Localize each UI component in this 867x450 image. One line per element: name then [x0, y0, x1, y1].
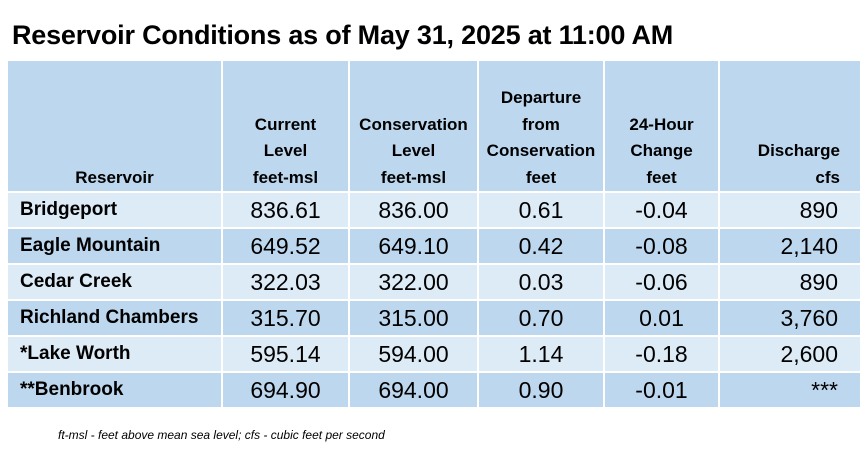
reservoir-name: **Benbrook [8, 372, 223, 409]
table-row: **Benbrook 694.90 694.00 0.90 -0.01 *** [8, 372, 860, 409]
change-value: -0.18 [604, 336, 720, 373]
page-title: Reservoir Conditions as of May 31, 2025 … [12, 20, 674, 50]
table-row: *Lake Worth 595.14 594.00 1.14 -0.18 2,6… [8, 336, 860, 373]
change-value: -0.08 [604, 228, 720, 265]
header-row: Reservoir Current Level feet-msl Conserv… [8, 61, 860, 193]
header-discharge: Discharge cfs [719, 61, 860, 193]
departure-value: 0.61 [478, 192, 605, 229]
departure-value: 1.14 [478, 336, 605, 373]
discharge-value: *** [719, 372, 860, 409]
header-current-level: Current Level feet-msl [222, 61, 350, 193]
header-departure: Departure from Conservation feet [478, 61, 605, 193]
current-level: 836.61 [222, 192, 350, 229]
discharge-value: 2,600 [719, 336, 860, 373]
table-row: Richland Chambers 315.70 315.00 0.70 0.0… [8, 300, 860, 337]
current-level: 649.52 [222, 228, 350, 265]
conservation-level: 649.10 [349, 228, 479, 265]
change-value: -0.06 [604, 264, 720, 301]
header-conservation-level: Conservation Level feet-msl [349, 61, 479, 193]
current-level: 315.70 [222, 300, 350, 337]
departure-value: 0.90 [478, 372, 605, 409]
reservoir-name: Cedar Creek [8, 264, 223, 301]
departure-value: 0.42 [478, 228, 605, 265]
conservation-level: 836.00 [349, 192, 479, 229]
header-24-hour-change: 24-Hour Change feet [604, 61, 720, 193]
change-value: 0.01 [604, 300, 720, 337]
change-value: -0.01 [604, 372, 720, 409]
discharge-value: 3,760 [719, 300, 860, 337]
discharge-value: 890 [719, 192, 860, 229]
current-level: 322.03 [222, 264, 350, 301]
table-row: Cedar Creek 322.03 322.00 0.03 -0.06 890 [8, 264, 860, 301]
conservation-level: 322.00 [349, 264, 479, 301]
change-value: -0.04 [604, 192, 720, 229]
conservation-level: 594.00 [349, 336, 479, 373]
departure-value: 0.03 [478, 264, 605, 301]
reservoir-table: Reservoir Current Level feet-msl Conserv… [8, 61, 860, 409]
discharge-value: 2,140 [719, 228, 860, 265]
discharge-value: 890 [719, 264, 860, 301]
current-level: 694.90 [222, 372, 350, 409]
header-reservoir: Reservoir [8, 61, 223, 193]
reservoir-name: *Lake Worth [8, 336, 223, 373]
departure-value: 0.70 [478, 300, 605, 337]
reservoir-name: Bridgeport [8, 192, 223, 229]
conservation-level: 694.00 [349, 372, 479, 409]
footnote: ft-msl - feet above mean sea level; cfs … [58, 428, 385, 442]
reservoir-name: Eagle Mountain [8, 228, 223, 265]
current-level: 595.14 [222, 336, 350, 373]
table-row: Eagle Mountain 649.52 649.10 0.42 -0.08 … [8, 228, 860, 265]
conservation-level: 315.00 [349, 300, 479, 337]
reservoir-name: Richland Chambers [8, 300, 223, 337]
table-row: Bridgeport 836.61 836.00 0.61 -0.04 890 [8, 192, 860, 229]
